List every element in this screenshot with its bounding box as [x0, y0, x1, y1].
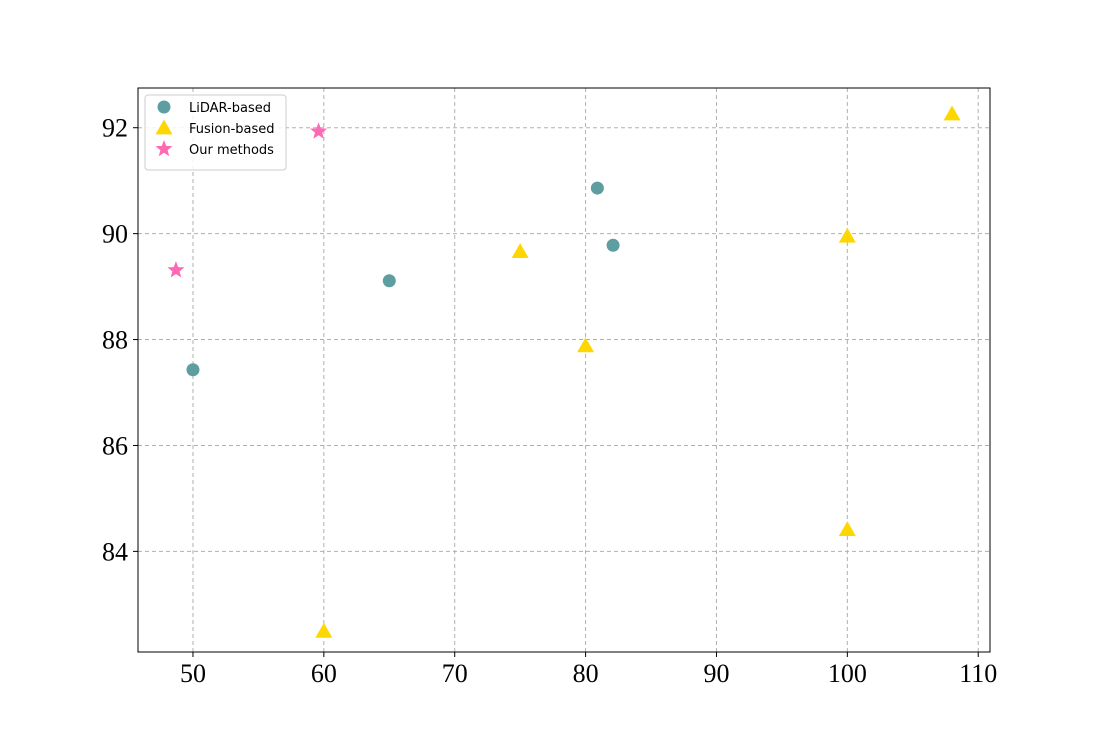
legend-label: LiDAR-based: [189, 101, 271, 116]
y-tick-label: 88: [102, 326, 128, 355]
triangle-point: [577, 337, 595, 353]
x-tick-label: 100: [828, 659, 867, 688]
y-axis: 84 86 88 90 92: [102, 114, 138, 566]
legend-triangle-icon: [155, 119, 173, 135]
legend: LiDAR-based Fusion-based Our methods: [144, 94, 287, 171]
legend-label: Fusion-based: [189, 122, 275, 137]
circle-point: [606, 238, 620, 252]
y-tick-label: 90: [102, 220, 128, 249]
star-point: [310, 122, 328, 139]
data-points: [167, 105, 961, 638]
x-tick-label: 90: [703, 659, 729, 688]
circle-point: [590, 181, 604, 195]
triangle-point: [315, 622, 333, 638]
y-tick-label: 84: [102, 537, 128, 566]
triangle-point: [943, 105, 961, 121]
series-lidar-based: [186, 181, 620, 377]
series-our-methods: [167, 122, 328, 278]
plot-frame: [137, 87, 991, 653]
legend-label: Our methods: [189, 143, 274, 158]
x-tick-label: 60: [311, 659, 337, 688]
legend-box: [144, 94, 287, 171]
series-fusion-based: [315, 105, 961, 638]
legend-star-icon: [155, 140, 173, 157]
y-tick-label: 92: [102, 114, 128, 143]
triangle-point: [838, 227, 856, 243]
x-tick-label: 70: [442, 659, 468, 688]
x-tick-label: 110: [959, 659, 997, 688]
x-tick-label: 50: [180, 659, 206, 688]
triangle-point: [511, 243, 529, 259]
triangle-point: [838, 521, 856, 537]
star-point: [167, 261, 185, 278]
circle-point: [186, 363, 200, 377]
y-tick-label: 86: [102, 431, 128, 460]
x-tick-label: 80: [573, 659, 599, 688]
legend-circle-icon: [157, 100, 171, 114]
circle-point: [382, 274, 396, 288]
x-axis: 50 60 70 80 90 100 110: [180, 652, 997, 688]
